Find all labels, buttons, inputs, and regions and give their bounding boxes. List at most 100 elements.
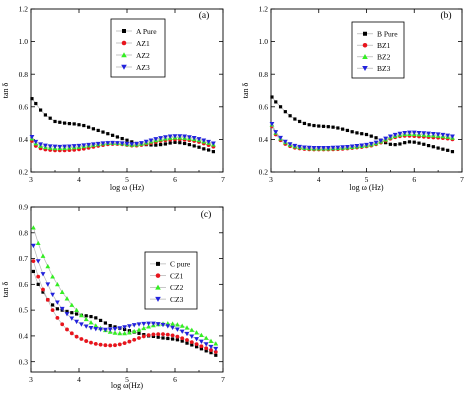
data-point	[84, 314, 88, 318]
data-point	[274, 100, 278, 104]
data-point	[69, 331, 74, 336]
data-point	[397, 131, 403, 137]
data-point	[43, 113, 47, 117]
data-point	[99, 318, 103, 323]
data-point	[321, 124, 326, 128]
data-point	[214, 353, 218, 357]
data-point	[185, 338, 189, 342]
panel-label: (b)	[440, 10, 451, 21]
data-point	[59, 289, 65, 294]
data-point	[83, 316, 89, 322]
data-point	[43, 143, 48, 148]
data-point	[101, 130, 105, 134]
y-tick-label: 0.8	[19, 70, 29, 79]
data-point	[209, 351, 213, 355]
legend-marker	[155, 284, 161, 290]
data-point	[407, 140, 412, 144]
data-point	[52, 144, 58, 149]
data-point	[110, 140, 115, 146]
data-point	[316, 145, 322, 151]
y-tick-label: 0.5	[19, 306, 29, 315]
data-point	[325, 145, 331, 151]
data-point	[48, 116, 52, 120]
data-point	[189, 327, 195, 332]
data-point	[345, 128, 349, 133]
data-point	[67, 121, 71, 126]
data-point	[191, 136, 197, 141]
data-point	[194, 342, 199, 347]
legend-marker	[155, 296, 161, 302]
data-point	[283, 110, 287, 114]
data-point	[355, 131, 359, 135]
data-point	[67, 144, 72, 149]
data-point	[88, 325, 94, 331]
data-point	[201, 138, 207, 143]
data-point	[378, 138, 384, 144]
data-point	[430, 131, 436, 137]
data-point	[194, 330, 199, 335]
data-point	[112, 330, 118, 335]
data-point	[170, 333, 175, 338]
data-point	[288, 114, 292, 118]
data-point	[278, 105, 283, 109]
data-point	[207, 148, 211, 152]
data-point	[197, 145, 201, 149]
data-point	[91, 127, 95, 131]
data-point	[426, 131, 431, 136]
data-point	[89, 314, 93, 319]
data-point	[155, 322, 161, 327]
y-tick-label: 0.4	[19, 332, 29, 341]
x-tick-label: 7	[221, 375, 225, 384]
data-point	[122, 341, 127, 346]
x-tick-label: 3	[29, 175, 33, 184]
data-point	[450, 134, 455, 139]
y-axis-label: tan δ	[1, 83, 10, 99]
data-point	[384, 141, 388, 145]
data-point	[184, 331, 190, 337]
y-tick-label: 0.6	[19, 280, 29, 289]
data-point	[122, 330, 127, 336]
y-tick-label: 0.4	[259, 135, 269, 144]
data-point	[392, 132, 398, 138]
data-point	[63, 121, 67, 125]
y-tick-label: 0.8	[259, 70, 269, 79]
legend: A Pure AZ1 AZ2 AZ3	[110, 18, 166, 78]
data-point	[211, 150, 215, 154]
data-point	[75, 312, 79, 316]
legend-label: CZ3	[170, 295, 184, 304]
data-point	[30, 97, 34, 101]
data-point	[40, 253, 46, 258]
data-point	[387, 134, 393, 139]
data-point	[330, 145, 336, 151]
data-point	[179, 329, 185, 334]
data-point	[161, 336, 165, 340]
x-axis-label: log ω (Hz)	[110, 183, 144, 192]
data-point	[373, 140, 379, 145]
data-point	[89, 340, 93, 345]
data-point	[168, 141, 172, 145]
data-point	[98, 342, 103, 347]
data-point	[107, 327, 113, 332]
data-point	[165, 332, 170, 337]
data-point	[441, 147, 445, 151]
data-point	[106, 132, 110, 136]
data-point	[208, 338, 214, 343]
y-tick-label: 1.2	[19, 5, 29, 14]
legend-label: AZ2	[136, 51, 150, 60]
data-point	[57, 144, 63, 150]
data-point	[350, 130, 354, 134]
data-point	[165, 324, 171, 329]
data-point	[29, 135, 35, 140]
data-point	[349, 144, 355, 149]
data-point	[170, 325, 175, 331]
data-point	[180, 339, 184, 343]
data-point	[204, 349, 208, 353]
y-tick-label: 0.2	[19, 168, 29, 177]
series-a-pure	[30, 97, 215, 154]
data-point	[65, 309, 69, 314]
data-point	[51, 303, 55, 307]
data-point	[76, 143, 82, 149]
legend-marker	[121, 40, 127, 46]
data-point	[187, 135, 192, 140]
